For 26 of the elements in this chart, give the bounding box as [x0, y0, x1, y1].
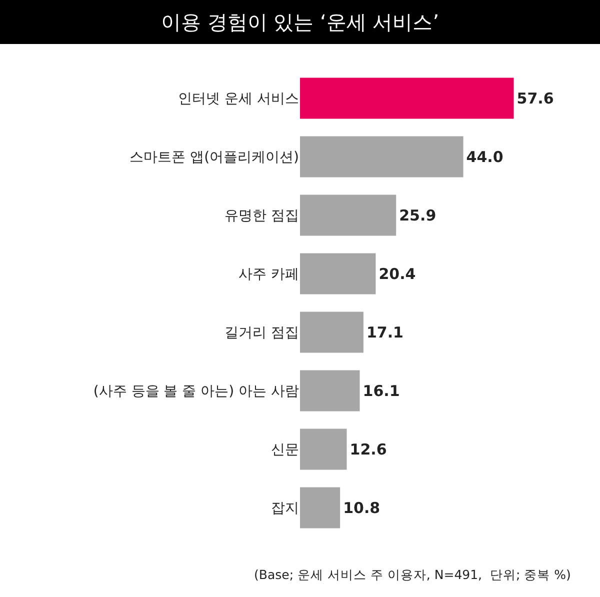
chart-title: 이용 경험이 있는 ‘운세 서비스’	[0, 0, 600, 44]
bar	[300, 312, 364, 353]
data-label: 44.0	[466, 148, 504, 166]
data-label: 17.1	[366, 323, 404, 342]
y-tick-label: 신문	[271, 442, 299, 458]
data-label: 10.8	[343, 498, 380, 517]
y-tick-label: (사주 등을 볼 줄 아는) 아는 사람	[93, 384, 299, 400]
y-tick-label: 사주 카페	[238, 266, 299, 283]
bar	[300, 428, 347, 470]
bar	[300, 136, 464, 178]
data-label: 25.9	[399, 206, 436, 224]
data-label: 12.6	[350, 440, 387, 458]
data-label: 16.1	[362, 382, 400, 400]
bar	[300, 253, 376, 294]
y-tick-label: 스마트폰 앱(어플리케이션)	[130, 150, 299, 166]
data-label: 20.4	[378, 264, 416, 283]
text: (Base; 운세 서비스 주 이용자, N=491, 단위; 중복 %)	[254, 567, 571, 582]
bar	[300, 370, 360, 412]
y-tick-label: 유명한 점집	[224, 208, 299, 224]
y-tick-label: 인터넷 운세 서비스	[178, 91, 299, 108]
y-tick-label: 길거리 점집	[224, 325, 299, 342]
bar	[300, 194, 396, 236]
bar	[300, 487, 340, 528]
y-tick-label: 잡지	[271, 500, 299, 517]
data-label: 57.6	[516, 89, 554, 108]
bar	[300, 78, 514, 119]
